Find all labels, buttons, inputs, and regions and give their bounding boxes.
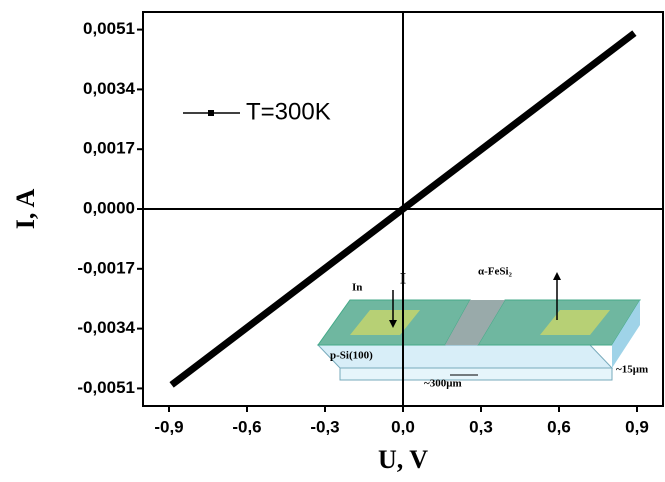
substrate-bottom — [340, 368, 612, 380]
inset-label: In — [352, 282, 362, 294]
inset-label: ~300μm — [424, 378, 462, 390]
arrow-head — [553, 272, 561, 280]
y-axis-label: I, A — [11, 189, 40, 230]
legend-marker — [208, 110, 214, 116]
inset-label: p-Si(100) — [330, 350, 373, 362]
y-tick-label: 0,0000 — [83, 198, 135, 217]
x-tick-label: -0,9 — [154, 417, 183, 436]
y-tick-label: 0,0034 — [83, 79, 136, 98]
x-tick-label: 0,3 — [469, 417, 493, 436]
inset-diagram: I In α-FeSi₂ p-Si(100) ~15μm ~300μm — [318, 266, 648, 390]
y-tick-label: -0,0017 — [77, 258, 135, 277]
y-tick-label: -0,0034 — [77, 318, 135, 337]
legend-label: T=300K — [246, 98, 331, 125]
chart: U, V I, A I In α-FeSi₂ p-Si(100) ~15μm ~… — [0, 0, 665, 477]
x-tick-label: 0,6 — [547, 417, 571, 436]
x-tick-label: 0,0 — [391, 417, 415, 436]
inset-label: ~15μm — [616, 364, 648, 376]
x-tick-label: 0,9 — [625, 417, 649, 436]
y-tick-label: 0,0051 — [83, 19, 135, 38]
x-axis-label: U, V — [378, 445, 428, 474]
x-tick-label: -0,6 — [232, 417, 261, 436]
x-tick-label: -0,3 — [310, 417, 339, 436]
y-tick-label: 0,0017 — [83, 139, 135, 158]
y-tick-label: -0,0051 — [77, 378, 135, 397]
inset-label: α-FeSi₂ — [478, 266, 513, 278]
